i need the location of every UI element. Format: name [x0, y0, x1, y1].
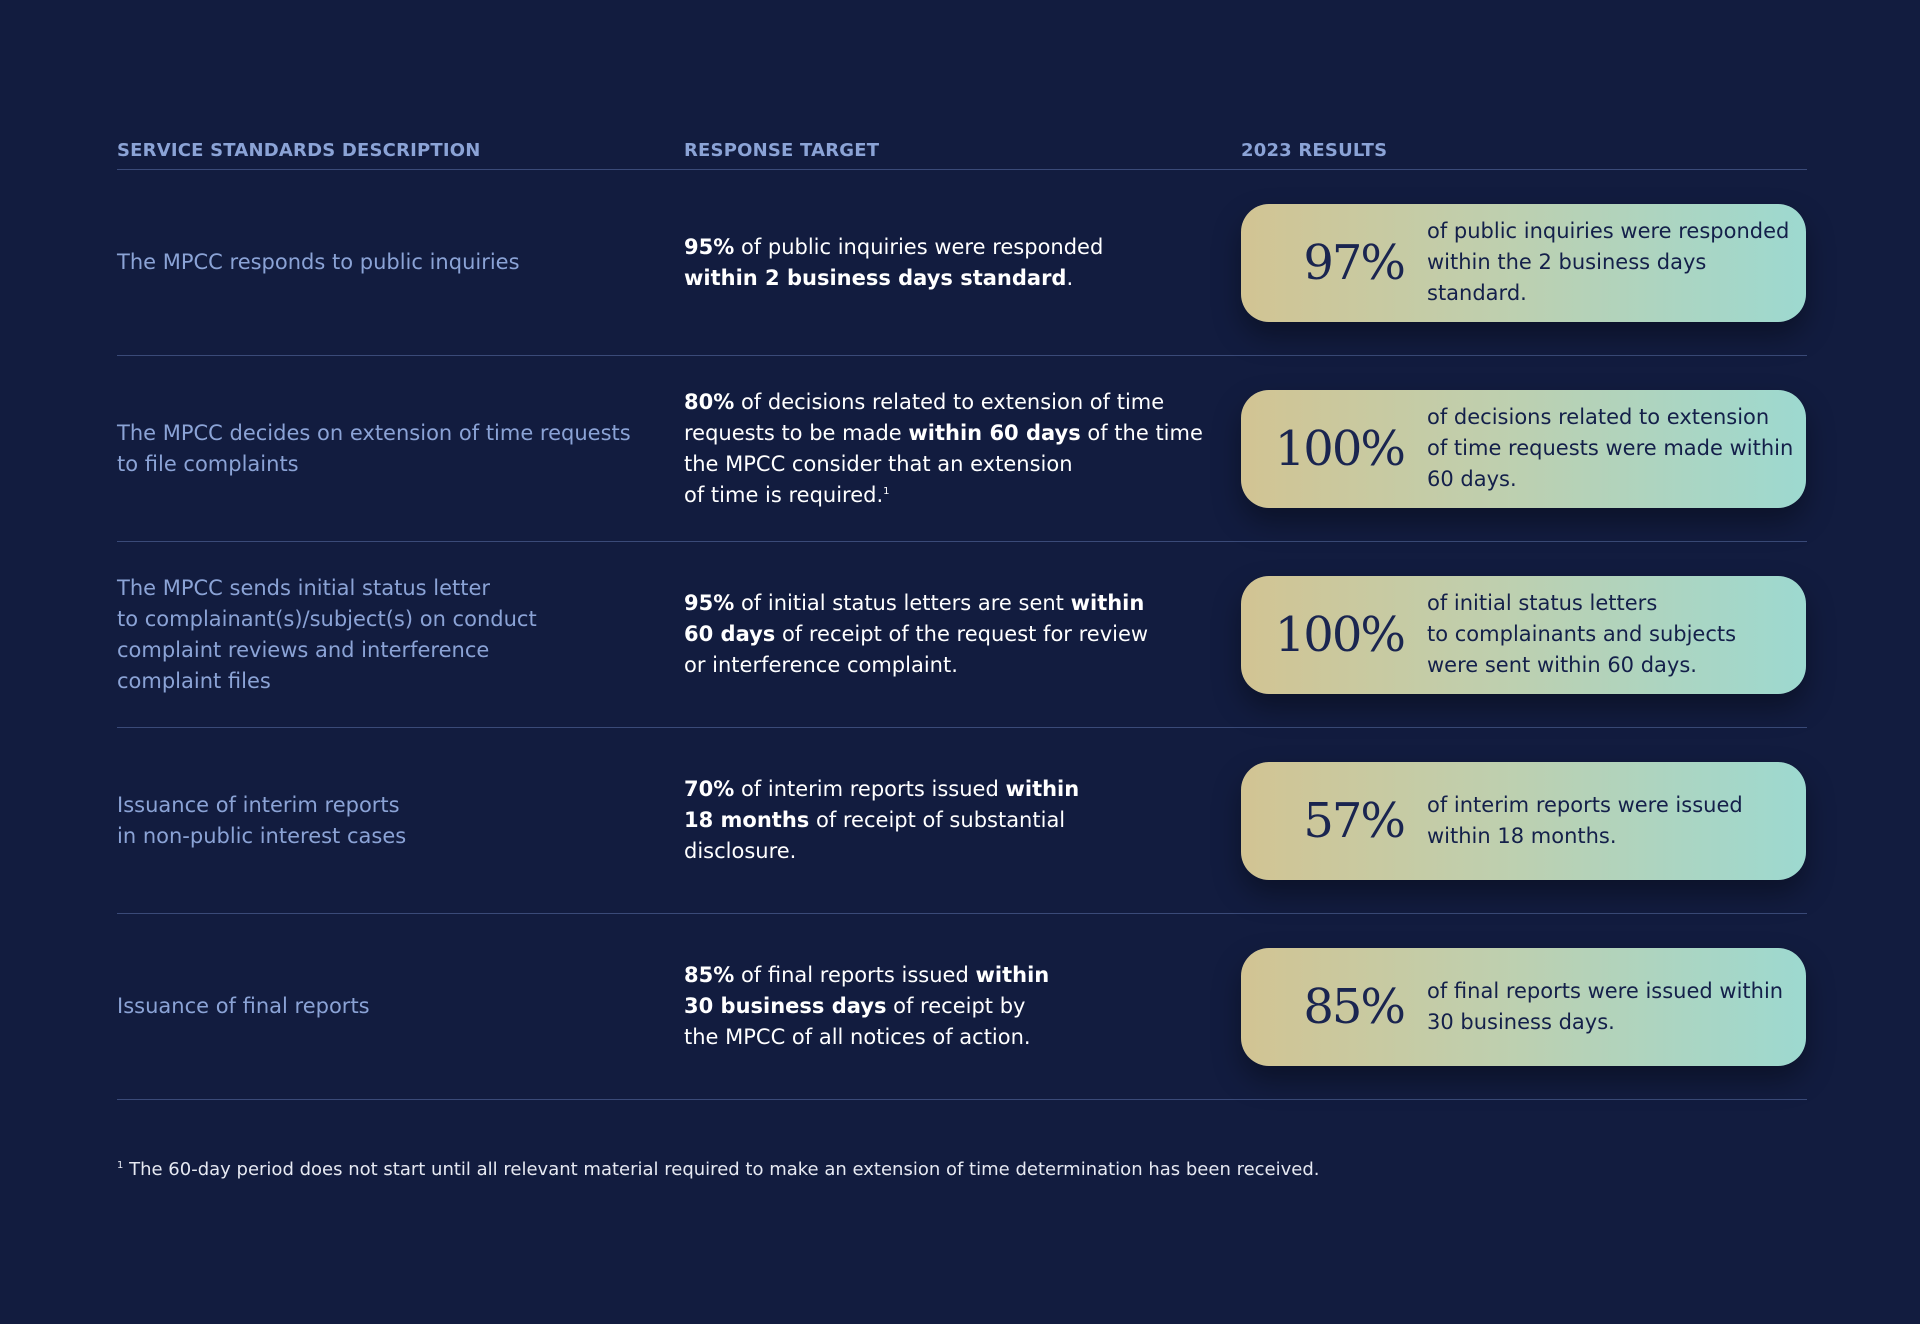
header-description: SERVICE STANDARDS DESCRIPTION	[117, 140, 481, 161]
result-text: of public inquiries were responded withi…	[1427, 219, 1790, 305]
target-text: of initial status letters are sent	[734, 591, 1071, 615]
result-percent: 57%	[1303, 792, 1406, 849]
row-result: 100% of initial status letters to compla…	[1241, 575, 1807, 694]
table-row: The MPCC sends initial status letter to …	[117, 542, 1807, 728]
result-percent: 85%	[1303, 978, 1406, 1035]
target-emphasis: within 60 days	[908, 420, 1081, 445]
result-percent: 100%	[1274, 420, 1406, 477]
header-response-target: RESPONSE TARGET	[684, 140, 880, 161]
row-target: 95% of public inquiries were responded w…	[684, 232, 1241, 294]
row-target: 80% of decisions related to extension of…	[684, 387, 1241, 511]
result-card: 97% of public inquiries were responded w…	[1241, 203, 1806, 322]
target-text-end: .	[1066, 265, 1074, 290]
footnote-marker: 1	[117, 1160, 124, 1171]
result-text: of final reports were issued within 30 b…	[1427, 978, 1784, 1034]
service-standards-table: SERVICE STANDARDS DESCRIPTION RESPONSE T…	[117, 140, 1807, 1100]
target-text: of interim reports issued	[734, 777, 1006, 801]
target-text-end: of receipt of substantial disclosure.	[684, 808, 1066, 863]
result-text: of decisions related to extension of tim…	[1427, 405, 1794, 491]
footnote: 1 The 60-day period does not start until…	[117, 1159, 1320, 1180]
row-target: 95% of initial status letters are sent w…	[684, 588, 1241, 681]
target-emphasis: within 60 days	[684, 591, 1145, 646]
target-emphasis: within 30 business days	[684, 963, 1050, 1018]
target-text: of final reports issued	[734, 963, 976, 987]
target-percent: 80%	[684, 389, 735, 414]
result-percent: 97%	[1303, 234, 1406, 291]
row-description: The MPCC responds to public inquiries	[117, 250, 520, 274]
row-result: 85% of final reports were issued within …	[1241, 947, 1807, 1066]
row-result: 97% of public inquiries were responded w…	[1241, 203, 1807, 322]
row-description: Issuance of final reports	[117, 994, 370, 1018]
target-text-end: of the time the MPCC consider that an ex…	[684, 420, 1203, 507]
result-card: 85% of final reports were issued within …	[1241, 947, 1806, 1066]
row-target: 70% of interim reports issued within 18 …	[684, 774, 1241, 867]
table-row: The MPCC responds to public inquiries 95…	[117, 170, 1807, 356]
table-row: The MPCC decides on extension of time re…	[117, 356, 1807, 542]
row-target: 85% of final reports issued within 30 bu…	[684, 960, 1241, 1053]
footnote-marker: 1	[883, 485, 890, 497]
target-percent: 70%	[684, 777, 735, 801]
result-card: 57% of interim reports were issued withi…	[1241, 761, 1806, 880]
target-text: of public inquiries were responded	[740, 234, 1104, 259]
result-text: of interim reports were issued within 18…	[1427, 792, 1743, 848]
result-card: 100% of initial status letters to compla…	[1241, 575, 1806, 694]
table-header: SERVICE STANDARDS DESCRIPTION RESPONSE T…	[117, 140, 1807, 170]
target-percent: 95%	[684, 234, 735, 259]
table-row: Issuance of final reports 85% of final r…	[117, 914, 1807, 1100]
row-description: The MPCC sends initial status letter to …	[117, 575, 537, 693]
row-result: 100% of decisions related to extension o…	[1241, 389, 1807, 508]
table-row: Issuance of interim reports in non-publi…	[117, 728, 1807, 914]
target-emphasis: within 2 business days standard	[684, 265, 1067, 290]
target-text-end: of receipt of the request for review or …	[684, 622, 1149, 677]
row-description: Issuance of interim reports in non-publi…	[117, 792, 407, 848]
target-emphasis: within 18 months	[684, 777, 1080, 832]
footnote-text: The 60-day period does not start until a…	[123, 1159, 1320, 1180]
result-percent: 100%	[1274, 606, 1406, 663]
row-description: The MPCC decides on extension of time re…	[117, 420, 631, 476]
target-percent: 85%	[684, 963, 735, 987]
row-result: 57% of interim reports were issued withi…	[1241, 761, 1807, 880]
target-percent: 95%	[684, 591, 735, 615]
result-text: of initial status letters to complainant…	[1427, 591, 1737, 677]
header-results: 2023 RESULTS	[1241, 140, 1388, 161]
result-card: 100% of decisions related to extension o…	[1241, 389, 1806, 508]
target-text: of decisions related to extension of tim…	[684, 389, 1165, 445]
target-text-end: of receipt by the MPCC of all notices of…	[684, 994, 1031, 1049]
